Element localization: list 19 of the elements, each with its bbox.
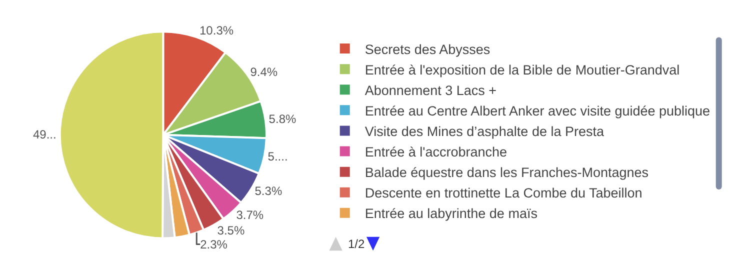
legend-label: Balade équestre dans les Franches-Montagnes xyxy=(364,165,649,180)
legend-label: Entrée à l'exposition de la Bible de Moutier-Grandval xyxy=(364,62,680,78)
data-label: 5.3% xyxy=(254,184,282,198)
legend-label: Secrets des Abysses xyxy=(364,42,490,57)
data-label: 3.7% xyxy=(236,208,264,222)
legend-label: Visite des Mines d’asphalte de la Presta xyxy=(364,124,604,139)
legend-label: Entrée au Centre Albert Anker avec visite guidée publique xyxy=(364,103,710,118)
legend-label: Abonnement 3 Lacs + xyxy=(364,82,497,98)
data-label: 10.3% xyxy=(200,24,234,38)
legend-label: Entrée au labyrinthe de maïs xyxy=(364,206,538,222)
text: 1/2 xyxy=(348,237,366,251)
data-label: 5.... xyxy=(268,149,288,164)
data-label: 2.3% xyxy=(200,237,228,252)
data-label: 9.4% xyxy=(250,64,278,79)
data-label: 3.5% xyxy=(217,223,245,238)
data-label: 5.8% xyxy=(268,112,296,126)
legend-label: Descente en trottinette La Combe du Tabeillon xyxy=(364,186,642,201)
data-label: 49... xyxy=(32,128,56,142)
legend-label: Entrée à l'accrobranche xyxy=(364,144,508,160)
